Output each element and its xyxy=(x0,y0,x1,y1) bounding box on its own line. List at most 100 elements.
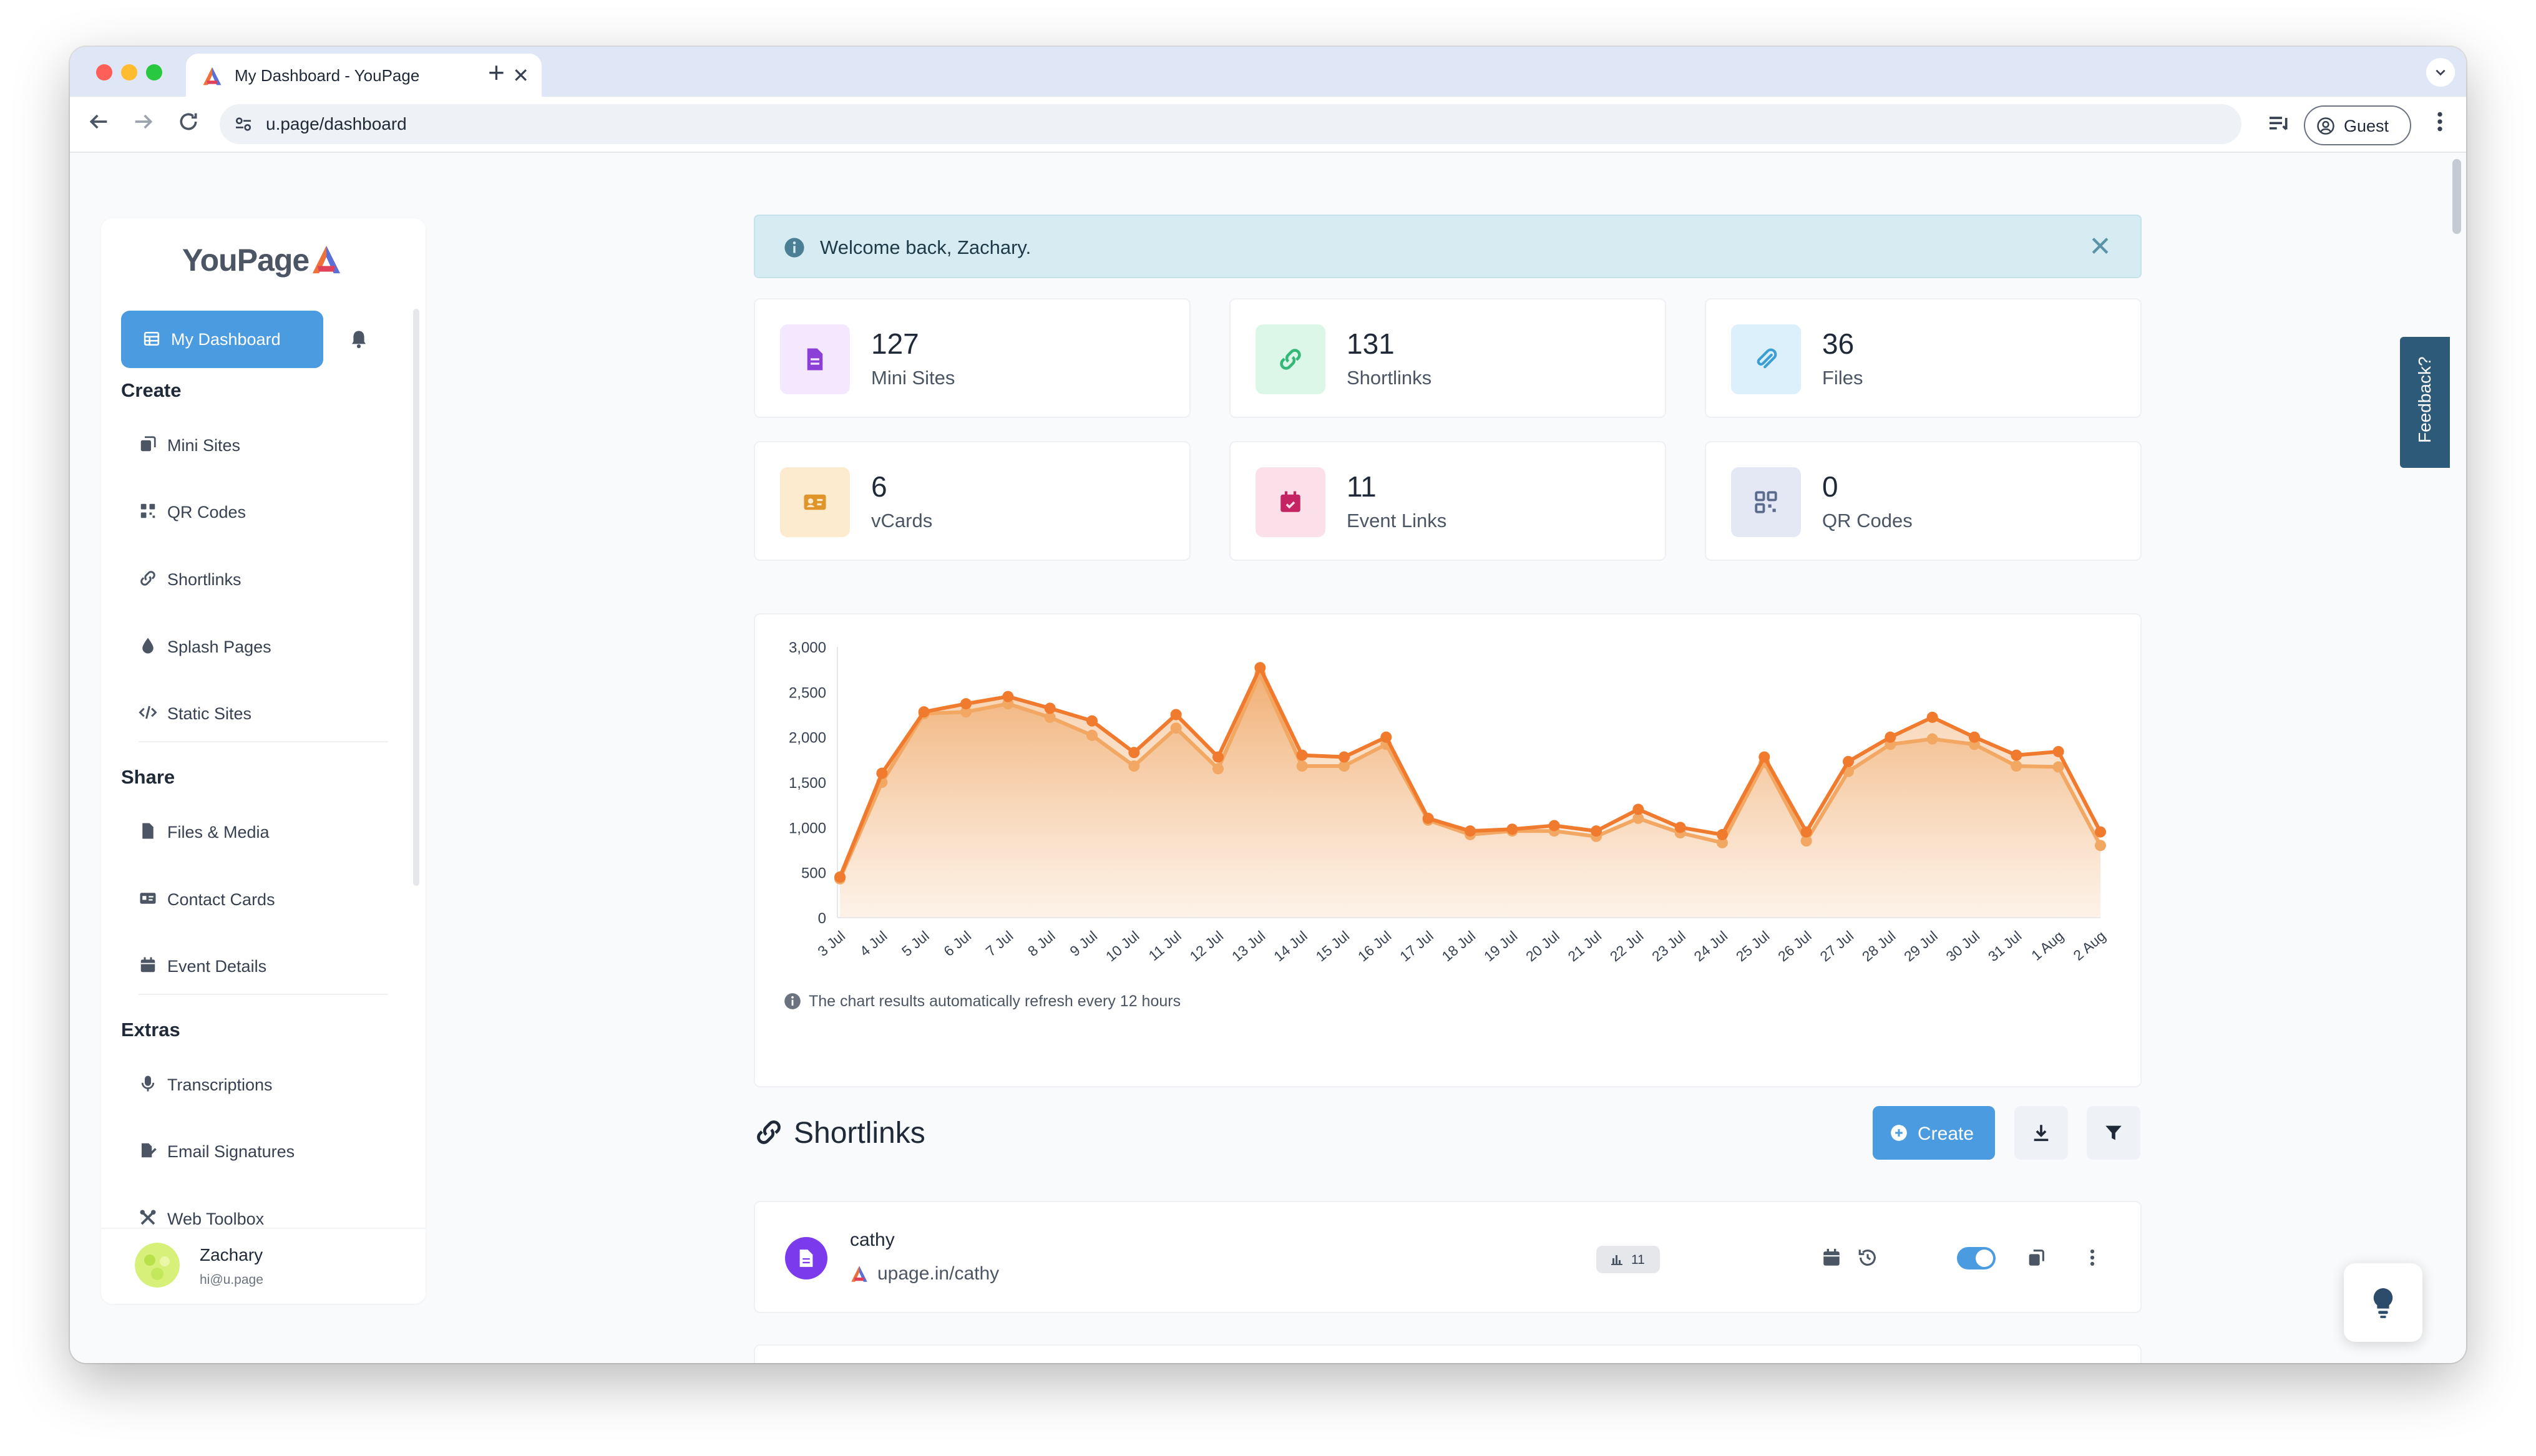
sidebar-item-label: Splash Pages xyxy=(167,638,271,656)
browser-toolbar: u.page/dashboard Guest xyxy=(70,97,2466,153)
maximize-window-button[interactable] xyxy=(146,64,162,80)
sidebar-item-event-details[interactable]: Event Details xyxy=(139,948,388,986)
id-card-icon xyxy=(140,893,156,904)
close-alert-icon[interactable]: ✕ xyxy=(2089,231,2112,262)
data-point xyxy=(960,698,972,710)
sidebar-item-files-media[interactable]: Files & Media xyxy=(139,814,388,852)
bell-icon[interactable] xyxy=(349,329,368,349)
stat-card-mini-sites[interactable]: 127 Mini Sites xyxy=(754,298,1191,418)
table-row[interactable]: cathy upage.in/cathy 11 xyxy=(754,1201,2142,1313)
url-text[interactable]: u.page/dashboard xyxy=(266,114,407,133)
data-point xyxy=(1885,731,1896,743)
data-point xyxy=(918,706,930,718)
sidebar-item-label: Shortlinks xyxy=(167,570,241,589)
browser-menu-icon[interactable] xyxy=(2434,109,2446,134)
sidebar-item-mini-sites[interactable]: Mini Sites xyxy=(139,427,388,465)
stat-icon-box xyxy=(1731,467,1801,537)
avatar xyxy=(135,1243,180,1288)
shortlinks-heading: Shortlinks xyxy=(794,1117,925,1150)
forward-icon[interactable] xyxy=(131,109,156,134)
data-point xyxy=(1170,722,1182,734)
shortlink-name[interactable]: cathy xyxy=(850,1230,895,1250)
stat-card-qr-codes[interactable]: 0 QR Codes xyxy=(1705,441,2142,561)
data-point xyxy=(1800,835,1812,847)
reading-list-icon[interactable] xyxy=(2266,112,2291,137)
sidebar-item-contact-cards[interactable]: Contact Cards xyxy=(139,881,388,919)
minimize-window-button[interactable] xyxy=(121,64,137,80)
stat-label: vCards xyxy=(871,510,933,531)
sidebar-item-transcriptions[interactable]: Transcriptions xyxy=(139,1067,388,1104)
profile-button[interactable]: Guest xyxy=(2304,105,2411,145)
site-settings-icon[interactable] xyxy=(233,114,253,134)
tab-search-button[interactable] xyxy=(2426,58,2455,87)
data-point xyxy=(1086,715,1098,727)
y-tick-label: 0 xyxy=(818,910,826,927)
page-scrollbar[interactable] xyxy=(2452,159,2461,234)
calendar-icon xyxy=(1280,491,1300,512)
bar-chart-icon xyxy=(1611,1255,1622,1265)
browser-tab[interactable]: My Dashboard - YouPage ✕ xyxy=(186,54,542,97)
download-button[interactable] xyxy=(2014,1106,2068,1160)
data-point xyxy=(1380,731,1392,743)
close-tab-icon[interactable]: ✕ xyxy=(512,64,529,87)
x-tick-label: 4 Jul xyxy=(857,928,890,959)
more-options-icon[interactable] xyxy=(2082,1247,2103,1268)
sidebar-item-label: Transcriptions xyxy=(167,1075,273,1094)
stat-card-vcards[interactable]: 6 vCards xyxy=(754,441,1191,561)
stat-icon-box xyxy=(780,467,850,537)
shortlink-url[interactable]: upage.in/cathy xyxy=(877,1263,1000,1284)
x-tick-label: 17 Jul xyxy=(1397,928,1436,964)
sidebar-item-static-sites[interactable]: Static Sites xyxy=(139,696,388,733)
app-logo-text[interactable]: YouPage xyxy=(182,243,310,278)
my-dashboard-button[interactable]: My Dashboard xyxy=(121,311,323,368)
x-tick-label: 30 Jul xyxy=(1943,928,1982,964)
calendar-icon[interactable] xyxy=(1821,1247,1842,1268)
back-icon[interactable] xyxy=(86,109,111,134)
data-point xyxy=(1170,709,1182,721)
address-bar[interactable]: u.page/dashboard xyxy=(220,104,2241,144)
stat-icon-box xyxy=(1731,324,1801,394)
user-profile[interactable]: Zachary hi@u.page xyxy=(101,1228,426,1304)
sidebar-item-email-signatures[interactable]: Email Signatures xyxy=(139,1133,388,1171)
stat-label: Mini Sites xyxy=(871,367,955,389)
new-tab-button[interactable]: + xyxy=(488,56,505,89)
y-tick-label: 3,000 xyxy=(789,639,826,656)
data-point xyxy=(1254,662,1266,674)
youpage-logo-icon xyxy=(312,245,341,274)
tips-button[interactable] xyxy=(2344,1263,2422,1342)
copy-icon[interactable] xyxy=(2026,1247,2047,1268)
sidebar-item-web-toolbox[interactable]: Web Toolbox xyxy=(139,1201,388,1238)
table-row[interactable] xyxy=(754,1344,2142,1363)
reload-icon[interactable] xyxy=(176,109,201,134)
stat-card-files[interactable]: 36 Files xyxy=(1705,298,2142,418)
browser-window: My Dashboard - YouPage ✕ + u.page/dashbo… xyxy=(70,47,2466,1363)
close-window-button[interactable] xyxy=(96,64,112,80)
history-icon[interactable] xyxy=(1857,1247,1878,1268)
stat-card-event-links[interactable]: 11 Event Links xyxy=(1229,441,1666,561)
series-area xyxy=(840,674,2100,918)
x-tick-label: 5 Jul xyxy=(899,928,932,959)
data-point xyxy=(1086,729,1098,741)
stat-card-shortlinks[interactable]: 131 Shortlinks xyxy=(1229,298,1666,418)
chart-refresh-note: The chart results automatically refresh … xyxy=(809,993,1181,1010)
x-tick-label: 2 Aug xyxy=(2070,928,2109,964)
create-button[interactable]: Create xyxy=(1873,1106,1995,1160)
copy-icon xyxy=(140,436,156,452)
data-point xyxy=(1506,823,1518,835)
stat-label: Files xyxy=(1822,367,1863,389)
data-point xyxy=(2052,745,2064,757)
enabled-toggle[interactable] xyxy=(1957,1247,1996,1269)
data-point xyxy=(1843,755,1854,767)
sidebar-item-qr-codes[interactable]: QR Codes xyxy=(139,494,388,531)
filter-button[interactable] xyxy=(2087,1106,2140,1160)
sidebar-item-shortlinks[interactable]: Shortlinks xyxy=(139,561,388,599)
tools-icon xyxy=(140,1210,156,1225)
data-point xyxy=(2095,826,2106,838)
data-point xyxy=(1465,825,1476,837)
sidebar-scrollbar[interactable] xyxy=(413,309,419,886)
sidebar-item-splash-pages[interactable]: Splash Pages xyxy=(139,629,388,666)
welcome-message: Welcome back, Zachary. xyxy=(820,236,1031,258)
feedback-tab[interactable]: Feedback? xyxy=(2400,337,2450,468)
data-point xyxy=(1632,803,1644,815)
droplet-icon xyxy=(142,638,154,654)
